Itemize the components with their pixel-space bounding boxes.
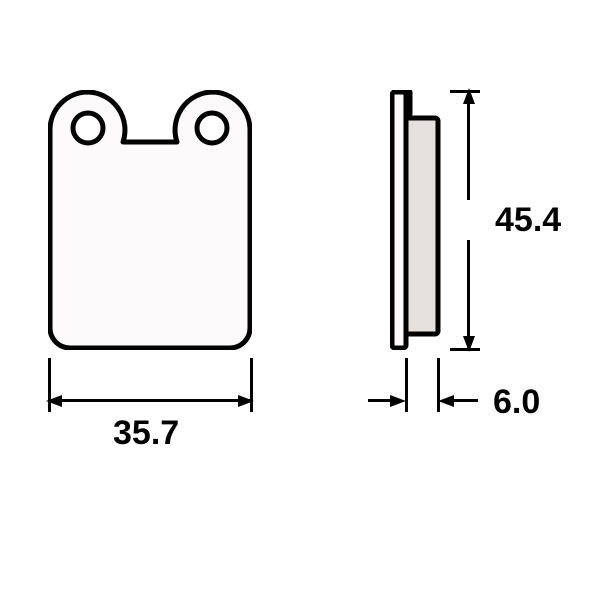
dim-width-ext-left — [48, 358, 51, 412]
brake-pad-front-view — [48, 90, 252, 350]
brake-pad-side-view — [390, 90, 442, 350]
diagram-canvas: 45.4 35.7 6.0 — [0, 0, 600, 600]
dim-height-ext-top — [450, 90, 480, 93]
dim-thick-arrow-left — [390, 395, 406, 407]
side-outline-svg — [390, 90, 442, 350]
side-friction-pad — [404, 118, 438, 334]
dim-height-ext-bottom — [450, 348, 480, 351]
dim-height-label: 45.4 — [495, 201, 561, 240]
dim-width-label: 35.7 — [113, 414, 179, 453]
side-backplate — [392, 92, 406, 348]
dim-height-line-top — [467, 90, 470, 200]
dim-thick-arrow-right — [438, 395, 454, 407]
dim-width-line — [48, 399, 252, 402]
dim-thick-line-right — [452, 399, 478, 402]
dim-width-ext-right — [250, 358, 253, 412]
mount-hole-right — [197, 113, 227, 143]
front-outline-svg — [48, 90, 252, 350]
dim-thick-label: 6.0 — [493, 383, 540, 422]
dim-height-line-bottom — [467, 240, 470, 350]
mount-hole-left — [73, 113, 103, 143]
